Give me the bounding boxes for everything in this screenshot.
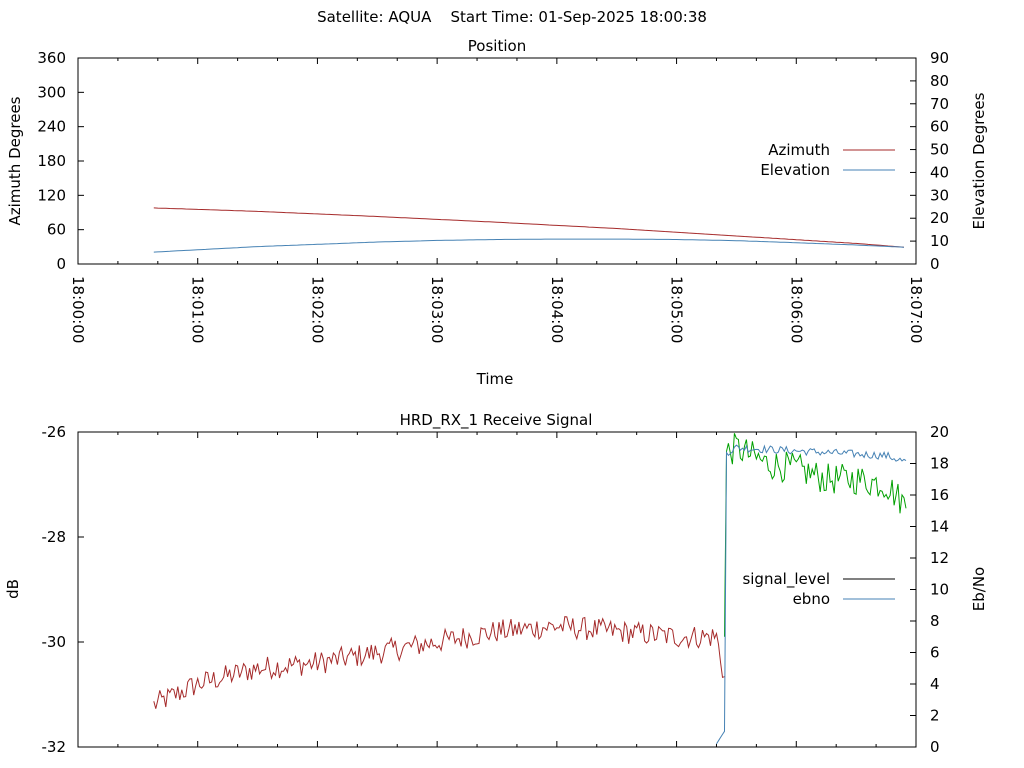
signal-y2-axis-label: Eb/No bbox=[970, 567, 988, 611]
position-y2-tick-label: 20 bbox=[930, 209, 949, 227]
signal-y2-tick-label: 12 bbox=[930, 549, 949, 567]
position-series-elevation-line bbox=[153, 238, 905, 253]
position-y2-tick-label: 10 bbox=[930, 232, 949, 250]
position-legend-azimuth-label: Azimuth bbox=[768, 141, 830, 159]
signal-series-signal-level-line bbox=[153, 616, 725, 709]
position-y2-tick-label: 80 bbox=[930, 72, 949, 90]
signal-y2-tick-label: 2 bbox=[930, 707, 940, 725]
signal-y2-tick-label: 6 bbox=[930, 644, 940, 662]
position-x-tick-label: 18:05:00 bbox=[668, 276, 686, 343]
position-y2-tick-label: 60 bbox=[930, 118, 949, 136]
signal-y-tick-label: -30 bbox=[42, 633, 67, 651]
position-y2-tick-label: 40 bbox=[930, 163, 949, 181]
position-x-tick-label: 18:06:00 bbox=[787, 276, 805, 343]
position-y2-tick-label: 0 bbox=[930, 255, 940, 273]
position-y-axis-label: Azimuth Degrees bbox=[6, 96, 24, 225]
signal-y2-tick-label: 8 bbox=[930, 612, 940, 630]
signal-y2-tick-label: 10 bbox=[930, 581, 949, 599]
position-legend-elevation-label: Elevation bbox=[760, 161, 830, 179]
signal-y2-tick-label: 4 bbox=[930, 675, 940, 693]
signal-y-tick-label: -32 bbox=[42, 738, 67, 756]
signal-y2-tick-label: 14 bbox=[930, 518, 949, 536]
position-y-tick-label: 0 bbox=[56, 255, 66, 273]
signal-series-signal-level-locked-line bbox=[724, 433, 907, 637]
signal-series-ebno-line bbox=[716, 444, 907, 745]
position-y2-tick-label: 70 bbox=[930, 95, 949, 113]
signal-y-tick-label: -28 bbox=[42, 528, 67, 546]
signal-y2-tick-label: 0 bbox=[930, 738, 940, 756]
signal-legend-ebno-label: ebno bbox=[793, 590, 830, 608]
position-y-tick-label: 120 bbox=[37, 186, 66, 204]
signal-y2-tick-label: 18 bbox=[930, 455, 949, 473]
position-x-tick-label: 18:02:00 bbox=[308, 276, 326, 343]
position-x-tick-label: 18:03:00 bbox=[428, 276, 446, 343]
position-y2-tick-label: 50 bbox=[930, 141, 949, 159]
position-x-tick-label: 18:04:00 bbox=[548, 276, 566, 343]
signal-chart: HRD_RX_1 Receive Signal -32 -30 -28 -26 0 2 4… bbox=[4, 411, 988, 756]
signal-title: HRD_RX_1 Receive Signal bbox=[400, 411, 593, 430]
position-y2-axis-label: Elevation Degrees bbox=[970, 92, 988, 229]
position-x-tick-label: 18:00:00 bbox=[69, 276, 87, 343]
figure-title: Satellite: AQUA Start Time: 01-Sep-2025 … bbox=[317, 8, 707, 26]
signal-y2-tick-label: 16 bbox=[930, 486, 949, 504]
position-y2-tick-label: 90 bbox=[930, 49, 949, 67]
signal-legend-signal-level-label: signal_level bbox=[742, 570, 830, 589]
position-series-azimuth-line bbox=[153, 207, 905, 248]
position-x-tick-label: 18:07:00 bbox=[907, 276, 925, 343]
position-y-tick-label: 360 bbox=[37, 49, 66, 67]
position-chart: Position 18:00:00 18:01:00 18:02:00 18:03:0… bbox=[6, 37, 988, 388]
signal-y-tick-label: -26 bbox=[42, 423, 67, 441]
position-y-tick-label: 180 bbox=[37, 152, 66, 170]
position-y2-tick-label: 30 bbox=[930, 186, 949, 204]
position-title: Position bbox=[468, 37, 526, 55]
signal-y-axis-label: dB bbox=[4, 579, 22, 599]
position-x-tick-label: 18:01:00 bbox=[189, 276, 207, 343]
position-y-tick-label: 240 bbox=[37, 118, 66, 136]
position-y-tick-label: 60 bbox=[47, 221, 66, 239]
signal-plot-frame bbox=[77, 431, 917, 748]
signal-y2-tick-label: 20 bbox=[930, 423, 949, 441]
position-x-axis-label: Time bbox=[476, 370, 514, 388]
position-y-tick-label: 300 bbox=[37, 83, 66, 101]
